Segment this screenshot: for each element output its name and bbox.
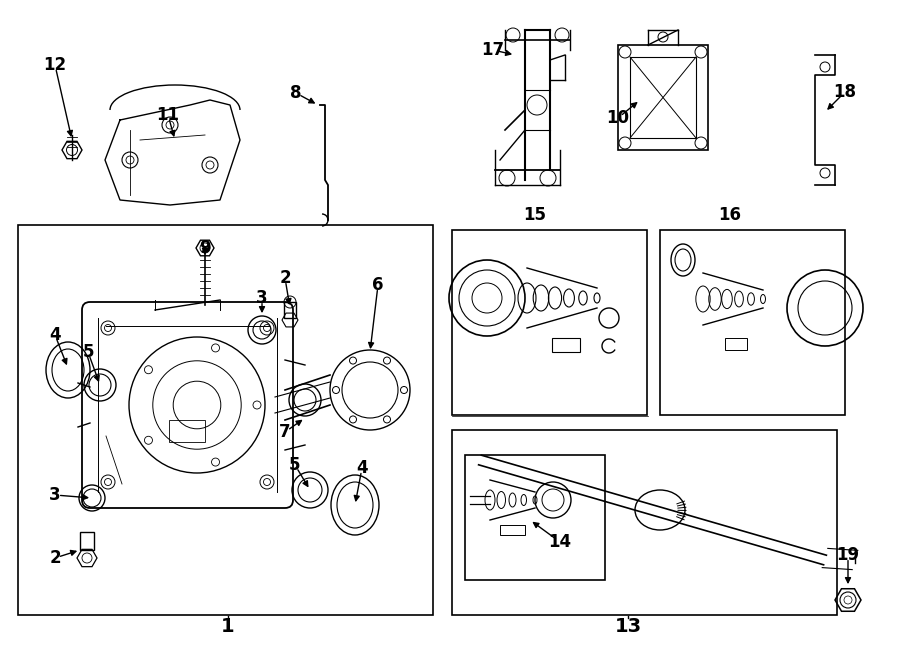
Bar	[18, 225, 433, 615]
Text: 5: 5	[82, 343, 94, 361]
Text: 18: 18	[833, 83, 857, 101]
Bar	[452, 230, 647, 415]
Bar	[552, 338, 580, 352]
Text: 9: 9	[199, 239, 211, 257]
Text: 5: 5	[289, 456, 301, 474]
Text: 3: 3	[256, 289, 268, 307]
Text: 16: 16	[718, 206, 742, 224]
Text: 10: 10	[607, 109, 629, 127]
Text: 3: 3	[50, 486, 61, 504]
Text: 6: 6	[373, 276, 383, 294]
Bar	[465, 455, 605, 580]
Bar	[452, 430, 837, 615]
Text: 17: 17	[482, 41, 505, 59]
Bar	[725, 338, 747, 350]
Bar	[284, 302, 296, 318]
Text: 4: 4	[356, 459, 368, 477]
Text: 7: 7	[279, 423, 291, 441]
Text: 19: 19	[836, 546, 860, 564]
Text: 13: 13	[615, 617, 642, 635]
Text: 12: 12	[43, 56, 67, 74]
Bar	[630, 57, 696, 138]
Text: 4: 4	[50, 326, 61, 344]
Text: 2: 2	[279, 269, 291, 287]
Bar	[169, 420, 205, 442]
Text: 8: 8	[290, 84, 302, 102]
Bar	[660, 230, 845, 415]
Text: 11: 11	[157, 106, 179, 124]
Text: 2: 2	[50, 549, 61, 567]
Bar	[80, 532, 94, 550]
Bar	[618, 45, 708, 150]
Text: 15: 15	[524, 206, 546, 224]
Bar	[500, 525, 525, 535]
Text: 14: 14	[548, 533, 572, 551]
Text: 1: 1	[221, 617, 235, 635]
